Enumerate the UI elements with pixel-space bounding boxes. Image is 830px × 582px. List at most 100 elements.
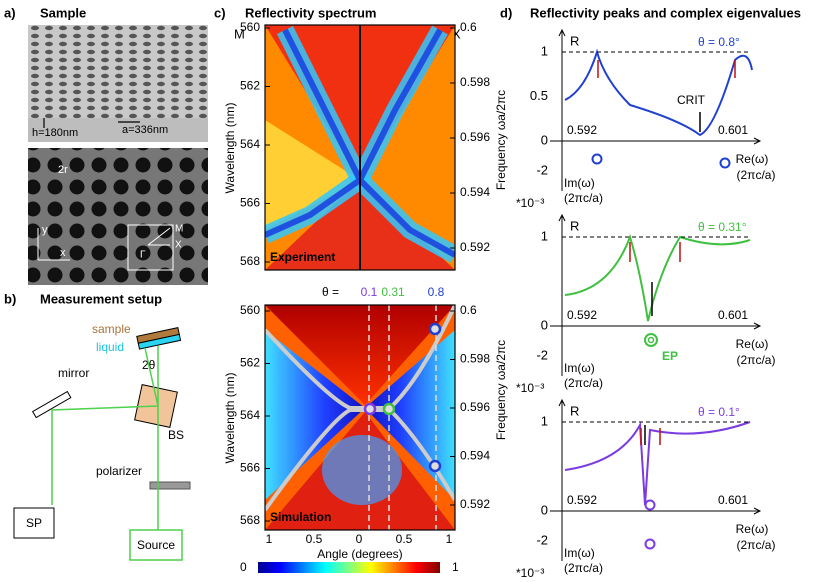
mirror xyxy=(31,390,72,419)
x-tick-label: 1 xyxy=(266,532,273,546)
axis-label: (2πc/a) xyxy=(737,168,776,182)
panel-letter: b) xyxy=(4,291,16,306)
eigenvalue xyxy=(644,499,656,511)
label: 0.1 xyxy=(361,285,378,299)
y-tick-label: 562 xyxy=(240,356,260,370)
panel-title: Sample xyxy=(40,5,86,20)
label: polarizer xyxy=(96,464,142,478)
box xyxy=(13,507,55,539)
axis xyxy=(550,213,762,376)
y2-tick-label: 0.592 xyxy=(460,497,490,511)
label: 2r xyxy=(58,164,68,176)
x-tick-label: 0 xyxy=(356,532,363,546)
annotation: EP xyxy=(662,349,678,363)
label: M xyxy=(175,224,183,235)
y2-tick-label: 0.596 xyxy=(460,400,490,414)
axis-label: *10⁻³ xyxy=(516,381,544,395)
eigenvalue xyxy=(644,538,656,550)
y-tick-label: 568 xyxy=(240,513,260,527)
tick-label: 0 xyxy=(541,132,548,147)
subplots xyxy=(564,48,753,550)
panel-title: Reflectivity spectrum xyxy=(245,5,377,20)
y2-tick-label: 0.596 xyxy=(460,130,490,144)
tick-label: -2 xyxy=(536,532,548,547)
eigenvalue xyxy=(591,153,603,165)
y-tick-label: 560 xyxy=(240,20,260,34)
label: X xyxy=(175,240,182,251)
label: 0.8 xyxy=(428,285,445,299)
label: SP xyxy=(26,516,42,530)
axis-label: (2πc/a) xyxy=(737,353,776,367)
axis-label: Frequency ωa/2πc xyxy=(494,90,508,190)
y2-tick-label: 0.594 xyxy=(460,449,490,463)
plot-frame xyxy=(264,24,456,271)
eigenvalue xyxy=(719,157,731,169)
label: sample xyxy=(92,322,131,336)
axis-label: *10⁻³ xyxy=(516,566,544,577)
y-tick-label: 560 xyxy=(240,303,260,317)
sem-image xyxy=(28,148,208,285)
eigenvalue xyxy=(647,336,655,344)
label: Simulation xyxy=(270,510,331,524)
axis-label: Wavelength (nm) xyxy=(223,373,237,464)
label: M xyxy=(234,26,245,41)
curve xyxy=(564,421,751,506)
label: a=336nm xyxy=(122,124,168,136)
y-tick-label: 568 xyxy=(240,254,260,268)
curve xyxy=(564,48,753,137)
panel-letter: a) xyxy=(4,5,16,20)
beam xyxy=(51,346,159,530)
tick-label: 1 xyxy=(541,43,548,58)
axis-label: Wavelength (nm) xyxy=(223,103,237,194)
legend-label: θ = 0.1° xyxy=(698,405,740,419)
label: mirror xyxy=(58,366,89,380)
legend-label: θ = 0.31° xyxy=(698,220,747,234)
simulation-map xyxy=(265,305,455,530)
axis xyxy=(550,398,762,561)
x-tick-label: 1 xyxy=(446,532,453,546)
axis-label: (2πc/a) xyxy=(564,561,603,575)
brillouin-zone xyxy=(127,224,174,271)
tick-label: 1 xyxy=(541,228,548,243)
y-tick-label: 564 xyxy=(240,408,260,422)
axis-label: R xyxy=(570,403,579,418)
axis-label: Im(ω) xyxy=(564,361,595,375)
sem-top xyxy=(28,25,208,118)
y2-tick-label: 0.6 xyxy=(460,303,477,317)
tick-label: 0.5 xyxy=(530,88,548,103)
y2-tick-label: 0.6 xyxy=(460,20,477,34)
panel-letter: d) xyxy=(500,5,512,20)
plot-frame xyxy=(264,304,456,531)
axis-label: Frequency ωa/2πc xyxy=(494,340,508,440)
axis-label: (2πc/a) xyxy=(737,538,776,552)
colorbar xyxy=(258,562,440,573)
y-tick-label: 564 xyxy=(240,137,260,151)
label: θ = xyxy=(322,285,339,299)
legend-label: θ = 0.8° xyxy=(698,35,740,49)
y2-tick-label: 0.598 xyxy=(460,352,490,366)
tick-label: -2 xyxy=(536,347,548,362)
x-tick-label: 0.5 xyxy=(306,532,323,546)
label: 0.31 xyxy=(381,285,405,299)
y-tick-label: 562 xyxy=(240,79,260,93)
axes-icon xyxy=(37,228,70,261)
y-tick-label: 566 xyxy=(240,461,260,475)
tick-label: 0.592 xyxy=(567,123,597,137)
tick-label: 0.601 xyxy=(718,308,748,322)
polarizer xyxy=(149,481,191,490)
tick-label: 0 xyxy=(541,317,548,332)
panel-letter: c) xyxy=(214,5,226,20)
axis-label: Im(ω) xyxy=(564,546,595,560)
label: x xyxy=(60,247,66,259)
axis-label: R xyxy=(570,33,579,48)
label: liquid xyxy=(96,340,124,354)
label: Source xyxy=(137,538,175,552)
label: BS xyxy=(168,428,184,442)
axis-label: (2πc/a) xyxy=(564,376,603,390)
tick-label: 0.601 xyxy=(718,493,748,507)
axis-label: (2πc/a) xyxy=(564,191,603,205)
label: Experiment xyxy=(270,250,335,264)
axis-label: Im(ω) xyxy=(564,176,595,190)
y2-tick-label: 0.594 xyxy=(460,185,490,199)
